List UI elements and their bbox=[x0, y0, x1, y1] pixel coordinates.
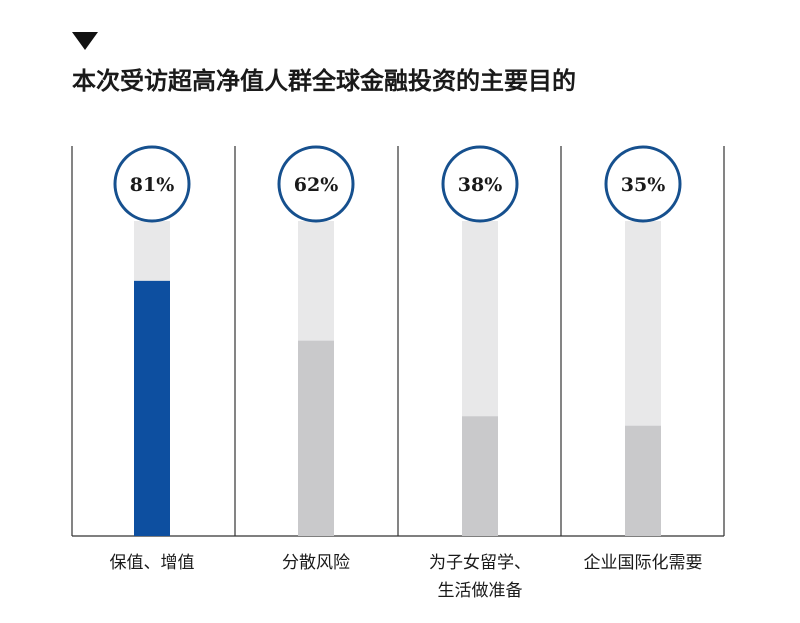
bars-group bbox=[134, 221, 661, 536]
title-marker-triangle-icon bbox=[72, 32, 98, 50]
bar-3 bbox=[625, 425, 661, 536]
bar-0 bbox=[134, 280, 170, 536]
data-label-2: 38% bbox=[458, 174, 503, 196]
category-label-2-line-0: 为子女留学、 bbox=[429, 553, 531, 573]
value-badge-circle-0 bbox=[113, 145, 191, 223]
category-label-0: 保值、增值 bbox=[110, 553, 195, 573]
column-dividers bbox=[71, 146, 725, 537]
data-label-1: 62% bbox=[294, 174, 339, 196]
category-label-0-line-0: 保值、增值 bbox=[110, 553, 195, 573]
value-badge-circle-1 bbox=[277, 145, 355, 223]
chart-title: 本次受访超高净值人群全球金融投资的主要目的 bbox=[72, 67, 576, 95]
category-labels: 保值、增值 分散风险 为子女留学、生活做准备 企业国际化需要 bbox=[110, 553, 703, 601]
category-label-2-line-1: 生活做准备 bbox=[438, 581, 523, 601]
bar-2 bbox=[462, 416, 498, 536]
value-badges: 81% 62% 38% 35% bbox=[113, 145, 682, 223]
category-label-3-line-0: 企业国际化需要 bbox=[584, 553, 703, 573]
category-label-1: 分散风险 bbox=[282, 553, 350, 573]
category-label-1-line-0: 分散风险 bbox=[282, 553, 350, 573]
category-label-2: 为子女留学、生活做准备 bbox=[429, 553, 531, 601]
value-badge-circle-3 bbox=[604, 145, 682, 223]
bar-1 bbox=[298, 340, 334, 536]
category-label-3: 企业国际化需要 bbox=[584, 553, 703, 573]
data-label-3: 35% bbox=[621, 174, 666, 196]
data-label-0: 81% bbox=[130, 174, 175, 196]
value-badge-circle-2 bbox=[441, 145, 519, 223]
